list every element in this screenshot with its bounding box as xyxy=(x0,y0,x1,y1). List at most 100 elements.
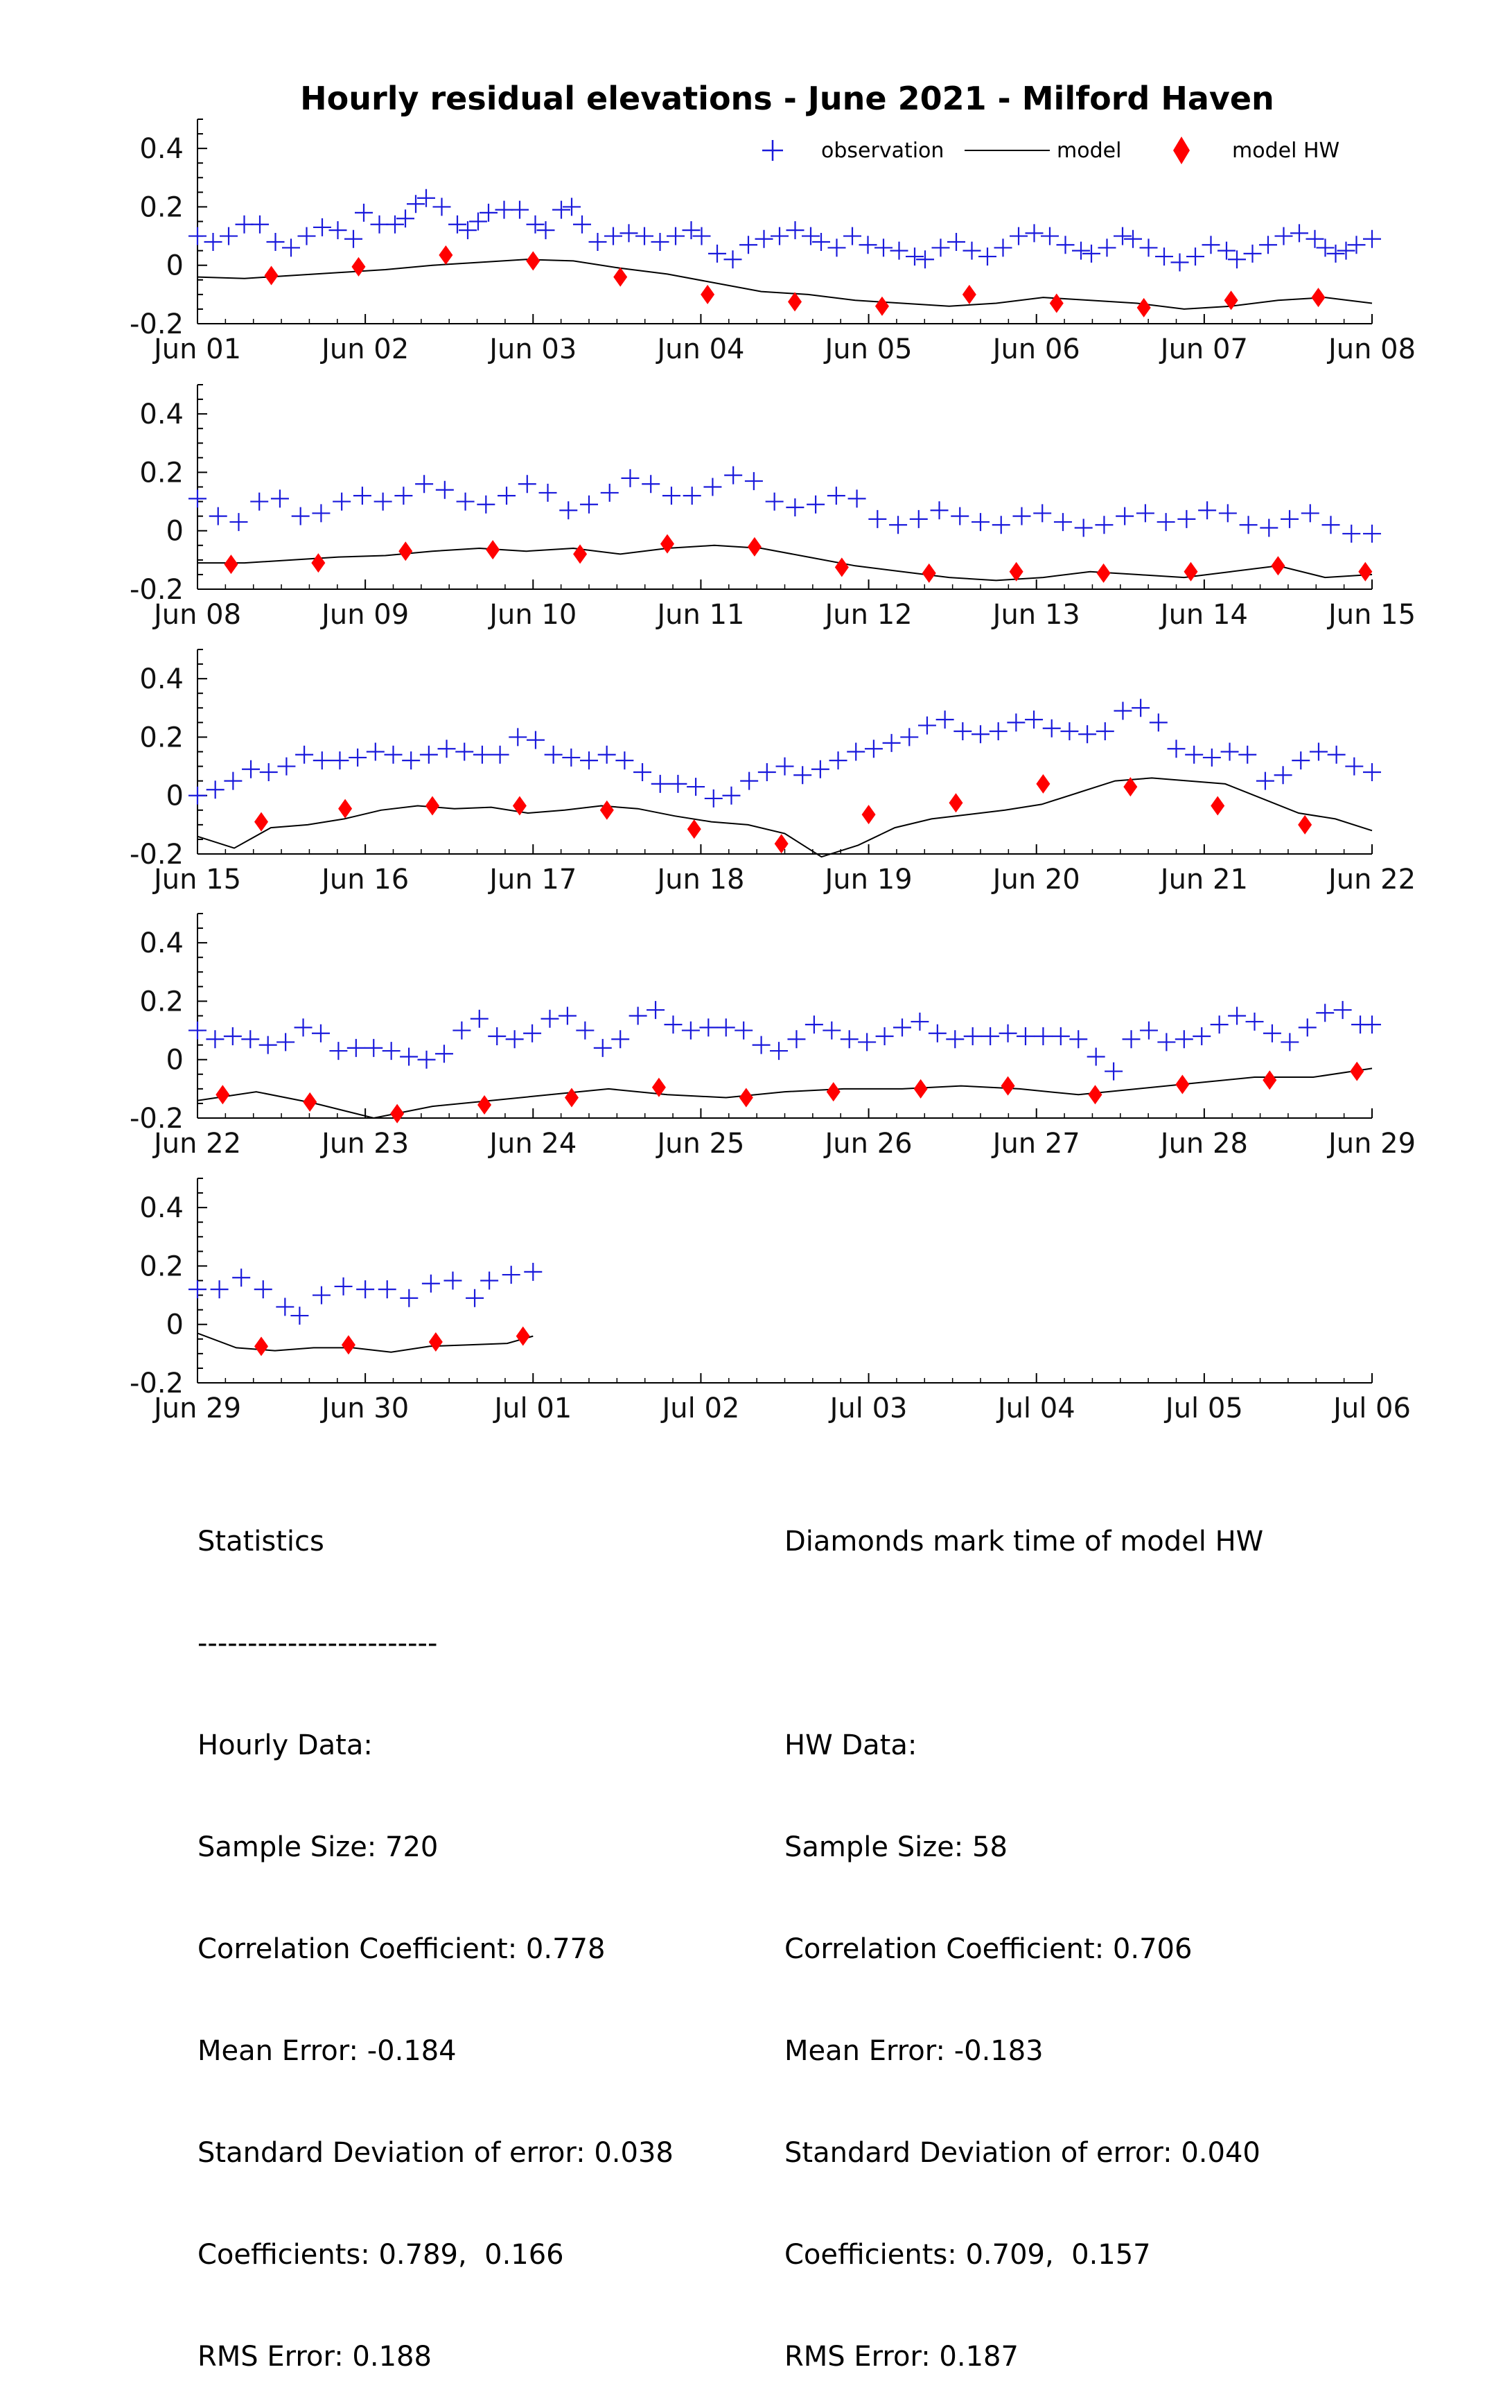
observation-point xyxy=(1281,1033,1299,1052)
observation-point xyxy=(900,728,919,747)
model-hw-point xyxy=(1350,1061,1364,1081)
observation-point xyxy=(328,221,347,240)
stats-rms-error: RMS Error: 0.187 xyxy=(784,2341,1019,2373)
observation-point xyxy=(1210,1015,1229,1034)
observation-point xyxy=(353,487,371,505)
observation-point xyxy=(807,495,825,514)
observation-point xyxy=(604,227,622,245)
model-hw-point xyxy=(512,796,527,816)
observation-point xyxy=(386,215,404,234)
observation-point xyxy=(651,774,669,793)
observation-point xyxy=(540,1009,559,1028)
observation-point xyxy=(469,212,487,231)
model-hw-point xyxy=(922,563,936,583)
model-hw-point xyxy=(1096,563,1111,583)
model-hw-point xyxy=(660,534,674,554)
observation-point xyxy=(241,1030,260,1049)
observation-point xyxy=(346,1038,365,1057)
legend-model-hw-label: model HW xyxy=(1232,139,1339,163)
observation-point xyxy=(1239,516,1258,534)
model-hw-point xyxy=(1123,777,1138,797)
observation-point xyxy=(526,731,545,749)
observation-point xyxy=(1259,236,1277,254)
observation-point xyxy=(1105,1062,1123,1081)
observation-point xyxy=(911,1012,929,1031)
observation-point xyxy=(1316,1004,1335,1022)
observation-point xyxy=(297,227,316,245)
legend-observation-label: observation xyxy=(821,139,944,163)
observation-point xyxy=(981,1027,1000,1045)
observation-point xyxy=(1260,518,1278,537)
observation-point xyxy=(771,227,789,245)
observation-point xyxy=(295,745,314,764)
observation-point xyxy=(882,733,901,752)
x-tick-label: Jun 03 xyxy=(487,333,577,365)
observation-point xyxy=(523,1024,542,1042)
observation-point xyxy=(1256,771,1274,790)
observation-point xyxy=(1122,1030,1141,1049)
observation-point xyxy=(1069,1030,1088,1049)
observation-point xyxy=(502,1266,520,1284)
model-hw-point xyxy=(351,256,366,277)
observation-point xyxy=(1155,247,1173,266)
observation-point xyxy=(311,1024,330,1042)
x-tick-label: Jun 21 xyxy=(1159,864,1248,896)
observation-point xyxy=(633,763,652,781)
observation-point xyxy=(858,1033,877,1052)
observation-point xyxy=(1082,244,1100,263)
observation-point xyxy=(291,507,310,525)
x-tick-label: Jun 19 xyxy=(823,864,913,896)
y-tick-label: 0.4 xyxy=(139,1192,184,1224)
y-tick-label: 0 xyxy=(166,1045,184,1076)
observation-point xyxy=(683,487,701,505)
stats-group-title: HW Data: xyxy=(784,1729,917,1761)
observation-point xyxy=(544,745,563,764)
observation-point xyxy=(417,1050,436,1069)
stats-correlation: Correlation Coefficient: 0.706 xyxy=(784,1933,1193,1965)
observation-point xyxy=(972,725,990,744)
x-tick-label: Jul 02 xyxy=(660,1393,739,1424)
observation-point xyxy=(334,1277,353,1295)
model-hw-point xyxy=(573,544,588,564)
observation-point xyxy=(552,200,570,219)
model-hw-point xyxy=(216,1085,230,1105)
observation-point xyxy=(829,751,847,770)
observation-point xyxy=(868,509,887,528)
observation-point xyxy=(206,1030,225,1049)
model-line xyxy=(197,1067,1373,1119)
observation-point xyxy=(1132,699,1150,717)
observation-point xyxy=(526,215,545,234)
observation-point xyxy=(511,200,529,219)
observation-point xyxy=(312,504,331,523)
residual-elevations-chart: Hourly residual elevations - June 2021 -… xyxy=(130,80,1416,1424)
observation-point xyxy=(188,1021,206,1040)
observation-point xyxy=(223,1027,242,1045)
observation-point xyxy=(951,507,969,525)
observation-point xyxy=(1198,501,1217,520)
observation-point xyxy=(708,244,726,263)
observation-point xyxy=(588,233,607,251)
x-tick-label: Jun 15 xyxy=(152,864,241,896)
observation-point xyxy=(953,722,972,740)
model-hw-point xyxy=(747,536,762,557)
observation-point xyxy=(1149,713,1168,732)
y-tick-label: 0.2 xyxy=(139,986,184,1018)
observation-point xyxy=(435,480,454,499)
observation-point xyxy=(1114,227,1132,245)
stats-mean-error: Mean Error: -0.183 xyxy=(784,2035,1044,2067)
observation-point xyxy=(1016,1027,1035,1045)
model-hw-point xyxy=(1211,796,1225,816)
x-tick-label: Jun 05 xyxy=(823,333,913,365)
model-hw-point xyxy=(1184,561,1198,582)
observation-point xyxy=(1010,227,1028,245)
observation-point xyxy=(329,1042,348,1061)
observation-point xyxy=(1157,1033,1176,1052)
model-hw-point xyxy=(613,267,628,287)
observation-point xyxy=(1363,1015,1381,1034)
observation-point xyxy=(1012,507,1031,525)
x-tick-label: Jul 06 xyxy=(1331,1393,1411,1424)
observation-point xyxy=(1124,229,1142,248)
x-tick-label: Jun 06 xyxy=(991,333,1080,365)
x-tick-label: Jun 08 xyxy=(152,599,241,631)
